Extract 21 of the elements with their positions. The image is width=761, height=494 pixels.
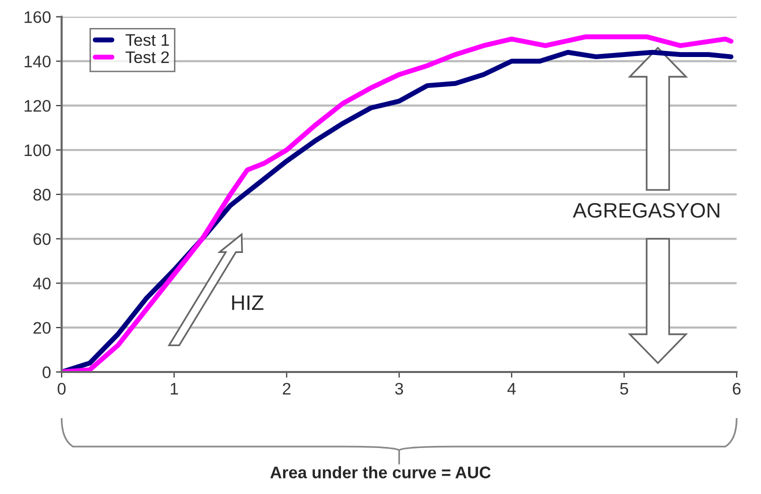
x-tick-label: 5 (620, 383, 628, 395)
x-tick-label: 2 (282, 382, 290, 394)
y-tick-label: 120 (24, 100, 51, 112)
annotation: HIZ (232, 296, 264, 310)
y-tick-label: 160 (24, 11, 51, 23)
x-axis-title: Area under the curve = AUC (270, 466, 491, 478)
y-tick-label: 60 (34, 233, 51, 245)
legend-label: Test 2 (126, 51, 169, 64)
legend-label: Test 1 (126, 34, 169, 46)
x-tick-label: 1 (170, 383, 178, 394)
x-tick-label: 4 (507, 383, 516, 394)
y-tick-label: 20 (34, 322, 51, 334)
y-tick-label: 40 (33, 278, 51, 290)
x-tick-label: 3 (395, 382, 404, 395)
y-tick-label: 140 (24, 56, 51, 68)
y-tick-label: 100 (24, 144, 51, 156)
annotation: AGREGASYON (572, 202, 720, 218)
x-tick-label: 6 (732, 382, 741, 395)
y-tick-label: 0 (42, 366, 51, 378)
y-tick-label: 80 (33, 188, 51, 201)
x-tick-label: 0 (58, 382, 66, 395)
